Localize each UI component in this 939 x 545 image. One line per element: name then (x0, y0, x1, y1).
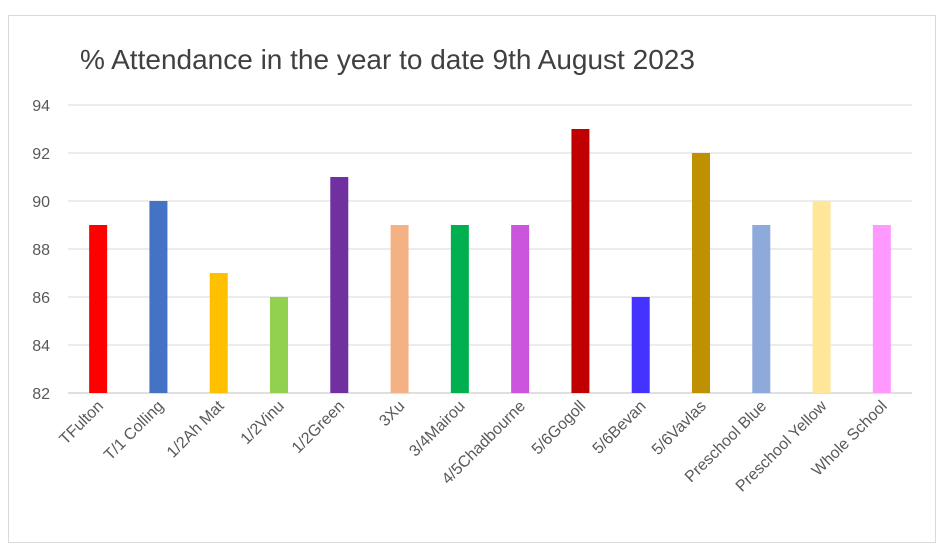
y-tick-label: 90 (32, 194, 50, 211)
y-tick-label: 88 (32, 242, 50, 259)
bar-3-4mairou (450, 225, 469, 393)
bar-tfulton (89, 225, 108, 393)
x-tick-label: 5/6Gogoll (529, 398, 589, 458)
y-tick-label: 86 (32, 290, 50, 307)
chart-title: % Attendance in the year to date 9th Aug… (80, 44, 695, 75)
x-tick-label: TFulton (57, 398, 107, 448)
y-axis-ticks: 82 84 86 88 90 92 94 (32, 98, 50, 403)
y-tick-label: 82 (32, 386, 50, 403)
x-tick-label: T/1 Colling (101, 398, 167, 464)
bar-1-2vinu (270, 297, 288, 393)
bar-5-6gogoll (571, 129, 590, 393)
bar-4-5chadbourne (511, 225, 530, 393)
bar-5-6bevan (631, 297, 650, 393)
bar-preschool-blue (752, 225, 771, 393)
x-tick-label: 3Xu (376, 398, 408, 430)
bars (89, 129, 891, 393)
y-tick-label: 92 (32, 146, 50, 163)
y-tick-label: 84 (32, 338, 50, 355)
x-tick-label: 5/6Bevan (590, 398, 650, 458)
bar-1-2green (330, 177, 349, 393)
bar-t-1-colling (149, 201, 168, 393)
bar-1-2ah-mat (209, 273, 228, 393)
bar-whole-school (872, 225, 891, 393)
gridlines (68, 104, 912, 394)
bar-5-6vavlas (692, 153, 710, 393)
y-tick-label: 94 (32, 98, 50, 115)
x-tick-label: 3/4Mairou (406, 398, 468, 460)
x-tick-label: 1/2Vinu (238, 398, 288, 448)
x-tick-label: 1/2Green (289, 398, 348, 457)
bar-3xu (390, 225, 409, 393)
x-tick-label: 5/6Vavlas (649, 398, 710, 459)
x-tick-label: 1/2Ah Mat (164, 397, 228, 461)
bar-preschool-yellow (812, 201, 831, 393)
